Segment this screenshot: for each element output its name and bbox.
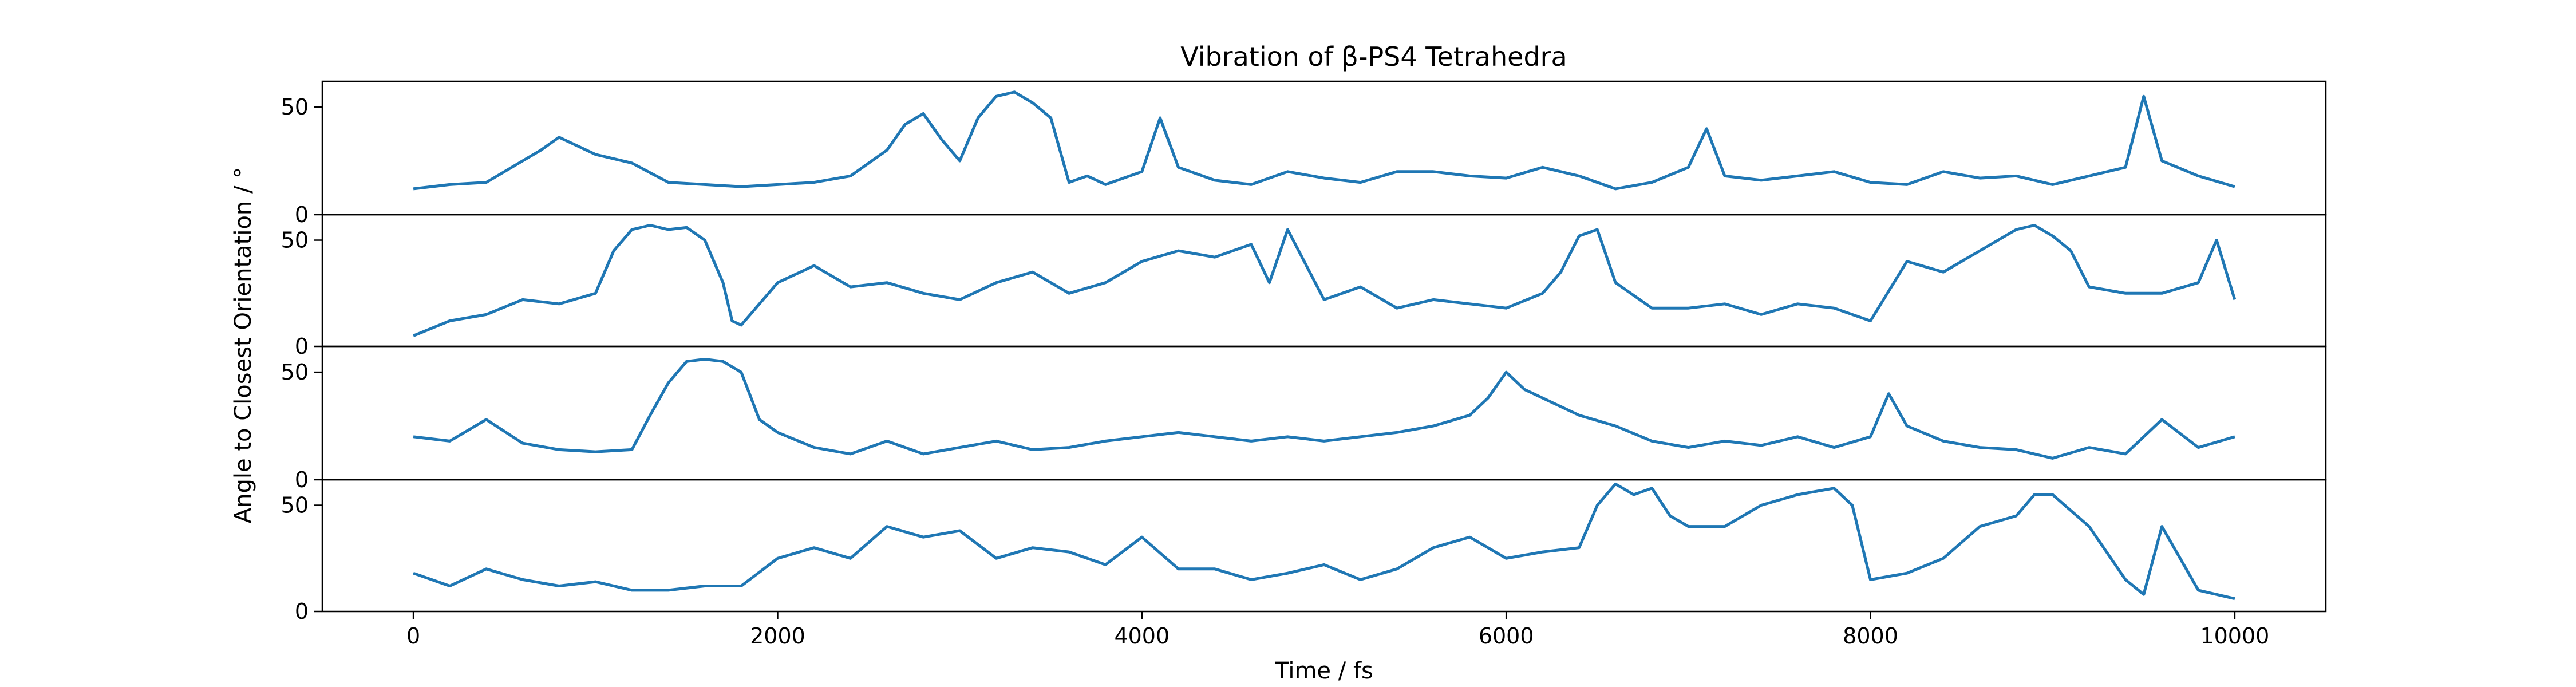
x-axis-label: Time / fs xyxy=(1274,658,1373,684)
x-tick-label: 2000 xyxy=(750,623,805,649)
y-tick-label: 50 xyxy=(281,228,309,253)
series-line xyxy=(413,90,2235,191)
series-line xyxy=(413,482,2235,601)
x-tick-label: 8000 xyxy=(1843,623,1898,649)
y-tick-label: 50 xyxy=(281,360,309,385)
y-tick-label: 0 xyxy=(295,202,309,227)
series-line xyxy=(413,358,2235,460)
panel-frame xyxy=(321,479,2327,613)
y-tick-label: 0 xyxy=(295,334,309,359)
y-tick-label: 0 xyxy=(295,467,309,492)
y-tick-label: 50 xyxy=(281,94,309,120)
y-tick-label: 50 xyxy=(281,493,309,518)
y-axis-label: Angle to Closest Orientation / ° xyxy=(230,167,256,523)
chart-title: Vibration of β-PS4 Tetrahedra xyxy=(1180,41,1567,72)
x-tick-label: 6000 xyxy=(1479,623,1534,649)
y-tick-label: 0 xyxy=(295,599,309,624)
x-tick-label: 0 xyxy=(406,623,420,649)
x-tick-label: 4000 xyxy=(1114,623,1170,649)
panel-4: 0 50 xyxy=(281,479,2327,624)
x-tick-label: 10000 xyxy=(2200,623,2269,649)
series-line xyxy=(413,224,2237,337)
